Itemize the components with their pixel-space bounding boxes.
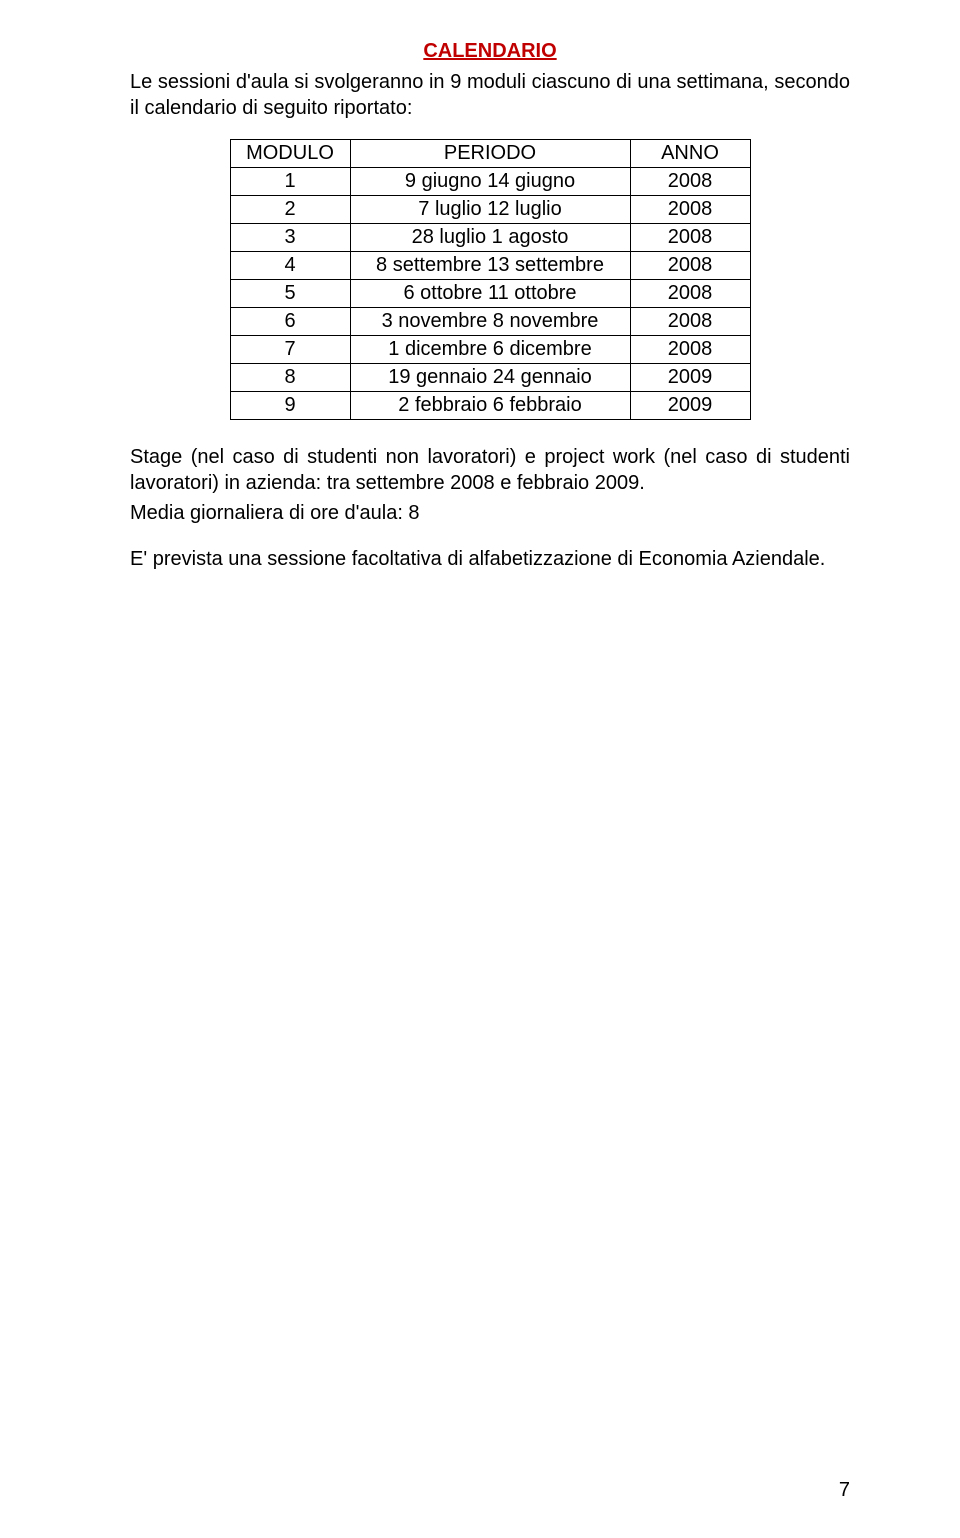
media-paragraph: Media giornaliera di ore d'aula: 8 xyxy=(130,500,850,526)
table-cell: 2008 xyxy=(630,196,750,224)
table-cell: 8 settembre 13 settembre xyxy=(350,252,630,280)
table-row: 71 dicembre 6 dicembre2008 xyxy=(230,336,750,364)
table-cell: 2009 xyxy=(630,392,750,420)
table-row: 328 luglio 1 agosto2008 xyxy=(230,224,750,252)
intro-paragraph: Le sessioni d'aula si svolgeranno in 9 m… xyxy=(130,69,850,121)
table-cell: 6 ottobre 11 ottobre xyxy=(350,280,630,308)
section-heading: CALENDARIO xyxy=(130,40,850,63)
col-header-periodo: PERIODO xyxy=(350,140,630,168)
table-cell: 2008 xyxy=(630,308,750,336)
table-row: 48 settembre 13 settembre2008 xyxy=(230,252,750,280)
table-row: 19 giugno 14 giugno2008 xyxy=(230,168,750,196)
table-cell: 1 dicembre 6 dicembre xyxy=(350,336,630,364)
table-cell: 2 febbraio 6 febbraio xyxy=(350,392,630,420)
table-cell: 2 xyxy=(230,196,350,224)
table-cell: 8 xyxy=(230,364,350,392)
col-header-modulo: MODULO xyxy=(230,140,350,168)
table-cell: 3 xyxy=(230,224,350,252)
table-cell: 2008 xyxy=(630,224,750,252)
table-cell: 2008 xyxy=(630,252,750,280)
table-cell: 9 xyxy=(230,392,350,420)
table-cell: 6 xyxy=(230,308,350,336)
stage-paragraph: Stage (nel caso di studenti non lavorato… xyxy=(130,444,850,496)
table-cell: 4 xyxy=(230,252,350,280)
table-cell: 5 xyxy=(230,280,350,308)
sessione-paragraph: E' prevista una sessione facoltativa di … xyxy=(130,546,850,572)
table-cell: 19 gennaio 24 gennaio xyxy=(350,364,630,392)
col-header-anno: ANNO xyxy=(630,140,750,168)
table-cell: 1 xyxy=(230,168,350,196)
table-cell: 2009 xyxy=(630,364,750,392)
table-header-row: MODULO PERIODO ANNO xyxy=(230,140,750,168)
table-body: 19 giugno 14 giugno200827 luglio 12 lugl… xyxy=(230,168,750,420)
table-cell: 7 xyxy=(230,336,350,364)
page-number: 7 xyxy=(839,1479,850,1502)
table-row: 27 luglio 12 luglio2008 xyxy=(230,196,750,224)
schedule-table-wrap: MODULO PERIODO ANNO 19 giugno 14 giugno2… xyxy=(130,139,850,420)
document-page: CALENDARIO Le sessioni d'aula si svolger… xyxy=(0,0,960,1538)
table-cell: 2008 xyxy=(630,280,750,308)
table-cell: 28 luglio 1 agosto xyxy=(350,224,630,252)
table-row: 63 novembre 8 novembre2008 xyxy=(230,308,750,336)
table-cell: 7 luglio 12 luglio xyxy=(350,196,630,224)
table-cell: 2008 xyxy=(630,336,750,364)
table-cell: 3 novembre 8 novembre xyxy=(350,308,630,336)
table-cell: 9 giugno 14 giugno xyxy=(350,168,630,196)
table-head: MODULO PERIODO ANNO xyxy=(230,140,750,168)
schedule-table: MODULO PERIODO ANNO 19 giugno 14 giugno2… xyxy=(230,139,751,420)
table-cell: 2008 xyxy=(630,168,750,196)
table-row: 56 ottobre 11 ottobre2008 xyxy=(230,280,750,308)
table-row: 92 febbraio 6 febbraio2009 xyxy=(230,392,750,420)
table-row: 819 gennaio 24 gennaio2009 xyxy=(230,364,750,392)
